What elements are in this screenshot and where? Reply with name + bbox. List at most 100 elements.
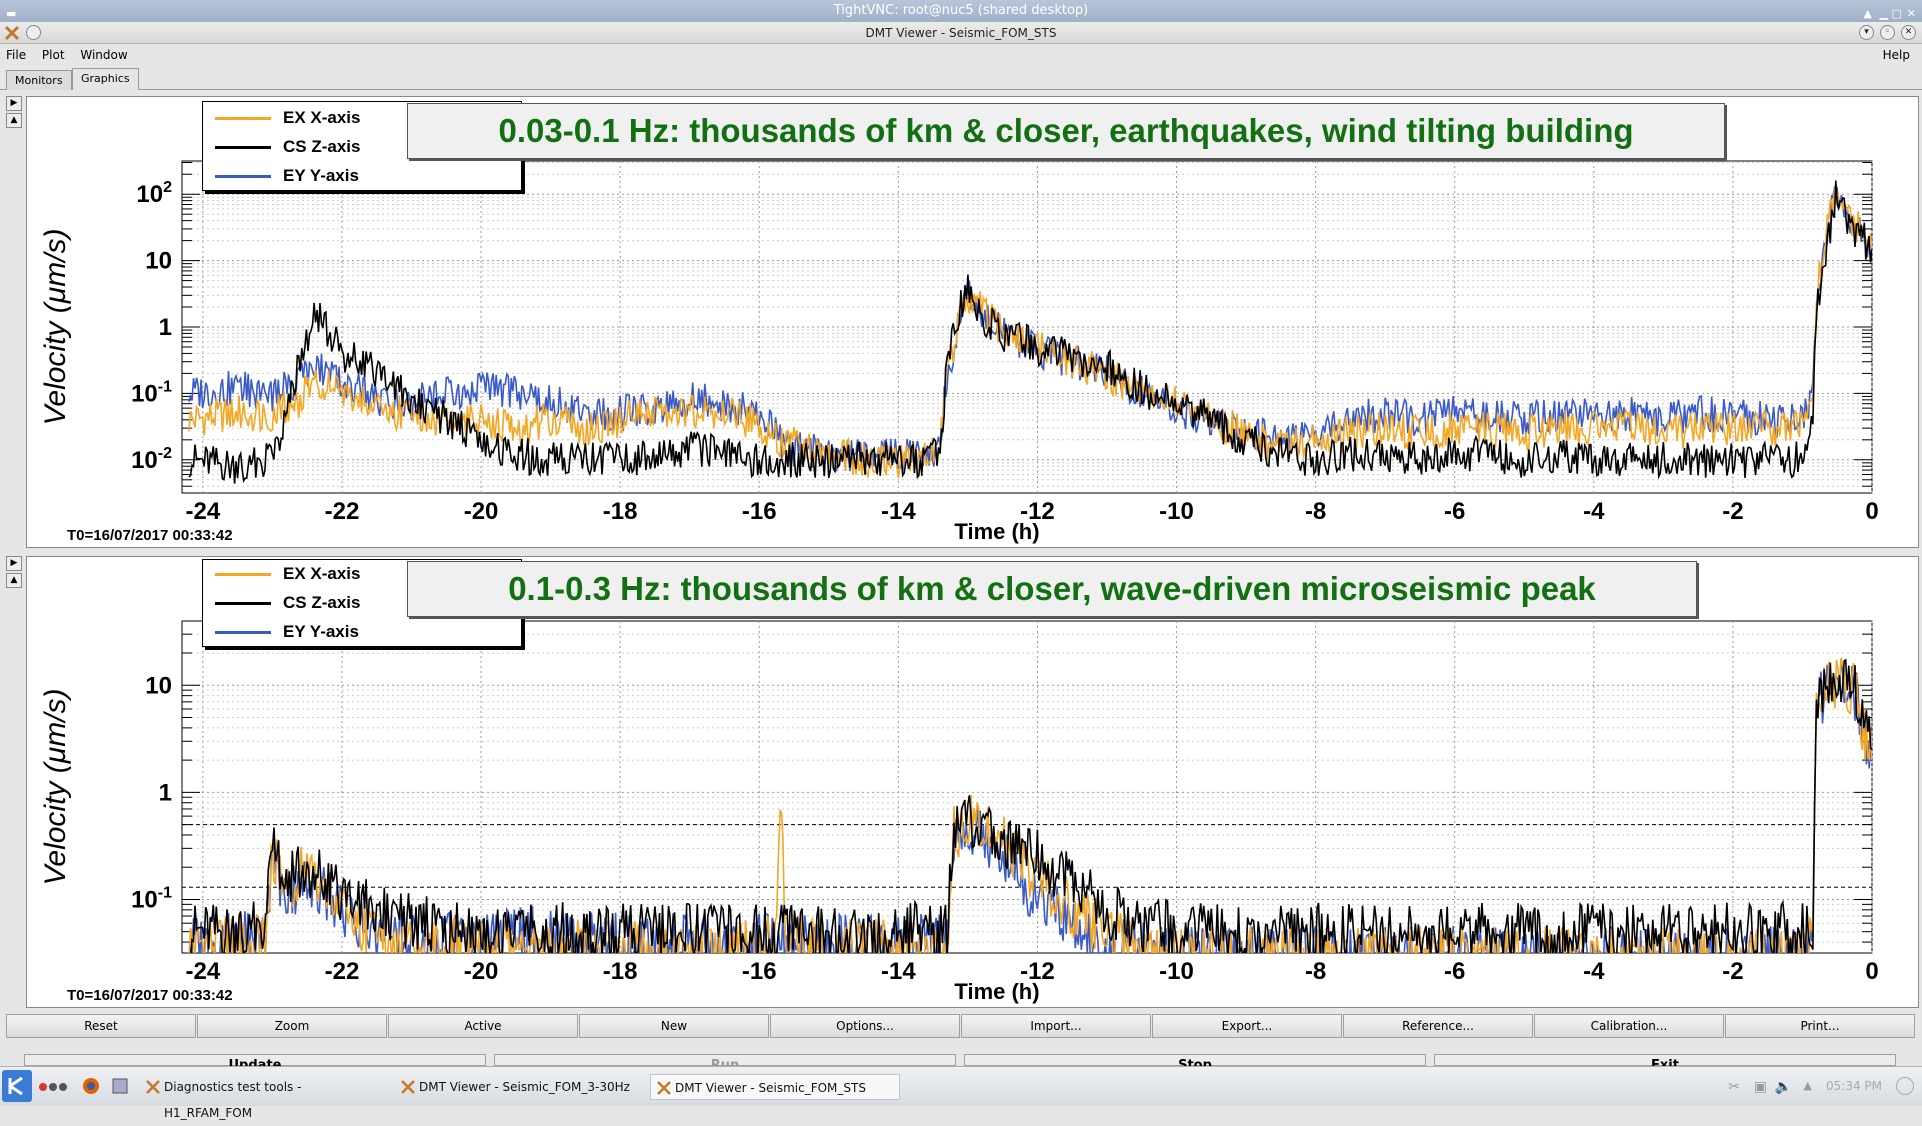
import-button[interactable]: Import...: [961, 1014, 1151, 1038]
x-tick-label: -12: [1020, 958, 1055, 985]
x-tick-label: -24: [186, 498, 221, 525]
stop-button[interactable]: Stop: [964, 1054, 1426, 1066]
pad-next-arrow-icon[interactable]: ▶: [6, 96, 22, 111]
tab-monitors[interactable]: Monitors: [6, 70, 72, 90]
pad-up-arrow-icon-2[interactable]: ▲: [6, 573, 22, 588]
y-axis-label: Velocity (μm/s): [39, 688, 72, 885]
legend-label: EX X-axis: [283, 108, 361, 127]
button-bar: Reset Zoom Active New Options... Import.…: [6, 1014, 1916, 1038]
legend-swatch: [215, 602, 271, 605]
vnc-title: TightVNC: root@nuc5 (shared desktop): [833, 3, 1089, 18]
workspace-pager-icon[interactable]: [38, 1081, 68, 1093]
window-title: DMT Viewer - Seismic_FOM_STS: [865, 26, 1057, 40]
menu-help[interactable]: Help: [1882, 48, 1910, 62]
x11-icon[interactable]: [4, 25, 20, 41]
y-tick-label: 10-1: [131, 378, 172, 407]
pad-up-arrow-icon[interactable]: ▲: [6, 113, 22, 128]
vnc-minimize-icon[interactable]: ▁: [1879, 7, 1888, 20]
options-button[interactable]: Options...: [770, 1014, 960, 1038]
x-tick-label: -12: [1020, 498, 1055, 525]
series-line-cs-z-axis: [188, 180, 1872, 484]
y-tick-label: 10-2: [131, 445, 172, 474]
window-menu-icon[interactable]: [26, 25, 41, 40]
exit-button[interactable]: Exit: [1434, 1054, 1896, 1066]
bottom-t0-label: T0=16/07/2017 00:33:42: [67, 987, 233, 1004]
legend-label: EY Y-axis: [283, 166, 359, 185]
menu-plot[interactable]: Plot: [41, 48, 65, 62]
x-tick-label: -10: [1159, 498, 1194, 525]
top-pad-arrows: ▶ ▲: [6, 96, 22, 130]
legend-label: CS Z-axis: [283, 593, 361, 612]
zoom-button[interactable]: Zoom: [197, 1014, 387, 1038]
kde-start-icon[interactable]: [2, 1070, 32, 1102]
bottom-chart-svg: -24 -22 -20 -18 -16 -14 -12 -10 -8 -6 -4 -2 010-1110…: [39, 620, 1879, 1004]
x-tick-label: -4: [1583, 958, 1605, 985]
bottom-plot-canvas[interactable]: -24 -22 -20 -18 -16 -14 -12 -10 -8 -6 -4 -2 0 10-1 1 10…: [26, 556, 1919, 1008]
minimize-icon[interactable]: ▾: [1859, 25, 1874, 40]
reference-button[interactable]: Reference...: [1343, 1014, 1533, 1038]
x11-icon: [146, 1080, 160, 1094]
top-chart-svg: -24 -22 -20 -18 -16 -14 -12 -10 -8 -6 -4 -2 010-210-…: [39, 160, 1879, 544]
x-tick-label: -8: [1305, 498, 1326, 525]
close-icon[interactable]: ✕: [1901, 25, 1916, 40]
print-button[interactable]: Print...: [1725, 1014, 1915, 1038]
legend-entry: EY Y-axis: [203, 164, 523, 188]
vnc-close-icon[interactable]: ✕: [1906, 7, 1916, 20]
x-tick-label: -18: [603, 958, 638, 985]
x-tick-label: -6: [1444, 958, 1465, 985]
vnc-maximize-icon[interactable]: □: [1891, 7, 1902, 20]
x-tick-label: -18: [603, 498, 638, 525]
new-button[interactable]: New: [579, 1014, 769, 1038]
active-button[interactable]: Active: [388, 1014, 578, 1038]
update-button[interactable]: Update: [24, 1054, 486, 1066]
bottom-pad-arrows: ▶ ▲: [6, 556, 22, 590]
export-button[interactable]: Export...: [1152, 1014, 1342, 1038]
calibration-button[interactable]: Calibration...: [1534, 1014, 1724, 1038]
task-dmt-3-30hz[interactable]: DMT Viewer - Seismic_FOM_3-30Hz: [395, 1074, 645, 1100]
control-button-bar: Update Run Stop Exit: [24, 1054, 1904, 1066]
run-button[interactable]: Run: [494, 1054, 956, 1066]
x-tick-label: -20: [464, 958, 499, 985]
desktop-toolbox-icon[interactable]: [1896, 1077, 1914, 1095]
x-tick-label: -14: [881, 498, 916, 525]
task-dmt-sts[interactable]: DMT Viewer - Seismic_FOM_STS: [650, 1074, 900, 1100]
legend-label: EX X-axis: [283, 564, 361, 583]
volume-icon[interactable]: 🔈: [1774, 1079, 1792, 1095]
x-tick-label: -20: [464, 498, 499, 525]
legend-entry: EX X-axis: [203, 562, 523, 586]
menu-file[interactable]: File: [6, 48, 27, 62]
firefox-icon[interactable]: [82, 1077, 100, 1095]
pad-next-arrow-icon-2[interactable]: ▶: [6, 556, 22, 571]
y-axis-label: Velocity (μm/s): [39, 228, 72, 425]
legend-swatch: [215, 573, 271, 576]
reset-button[interactable]: Reset: [6, 1014, 196, 1038]
top-plot-title: 0.03-0.1 Hz: thousands of km & closer, e…: [407, 103, 1725, 159]
task-diagnostics[interactable]: Diagnostics test tools - H1_RFAM_FOM: [140, 1074, 390, 1120]
vnc-scroll-up-icon[interactable]: ▲: [1863, 7, 1872, 20]
top-plot-canvas[interactable]: -24 -22 -20 -18 -16 -14 -12 -10 -8 -6 -4 -2 0 10-2 10-…: [26, 96, 1919, 548]
tab-graphics[interactable]: Graphics: [72, 68, 139, 90]
klipper-icon[interactable]: ✂: [1728, 1079, 1740, 1095]
legend-swatch: [215, 117, 271, 120]
y-tick-label: 10: [145, 672, 172, 699]
series-line-ex-x-axis: [188, 657, 1872, 953]
x-tick-label: -22: [325, 958, 360, 985]
x-tick-label: -6: [1444, 498, 1465, 525]
x-tick-label: 0: [1865, 958, 1878, 985]
x-tick-label: 0: [1865, 498, 1878, 525]
task-label: DMT Viewer - Seismic_FOM_3-30Hz: [419, 1080, 630, 1094]
clock: 05:34 PM: [1826, 1079, 1882, 1093]
x-tick-label: -14: [881, 958, 916, 985]
x-tick-label: -4: [1583, 498, 1605, 525]
tray-expand-icon[interactable]: ▲: [1803, 1079, 1812, 1092]
menu-window[interactable]: Window: [80, 48, 128, 62]
series-line-cs-z-axis: [190, 658, 1872, 953]
x-tick-label: -2: [1722, 498, 1743, 525]
vnc-menu-icon[interactable]: ▬: [6, 7, 17, 20]
file-manager-icon[interactable]: [112, 1077, 128, 1095]
top-t0-label: T0=16/07/2017 00:33:42: [67, 527, 233, 544]
legend-swatch: [215, 631, 271, 634]
network-icon[interactable]: ▣: [1753, 1079, 1767, 1095]
legend-swatch: [215, 146, 271, 149]
maximize-icon[interactable]: ◦: [1880, 25, 1895, 40]
